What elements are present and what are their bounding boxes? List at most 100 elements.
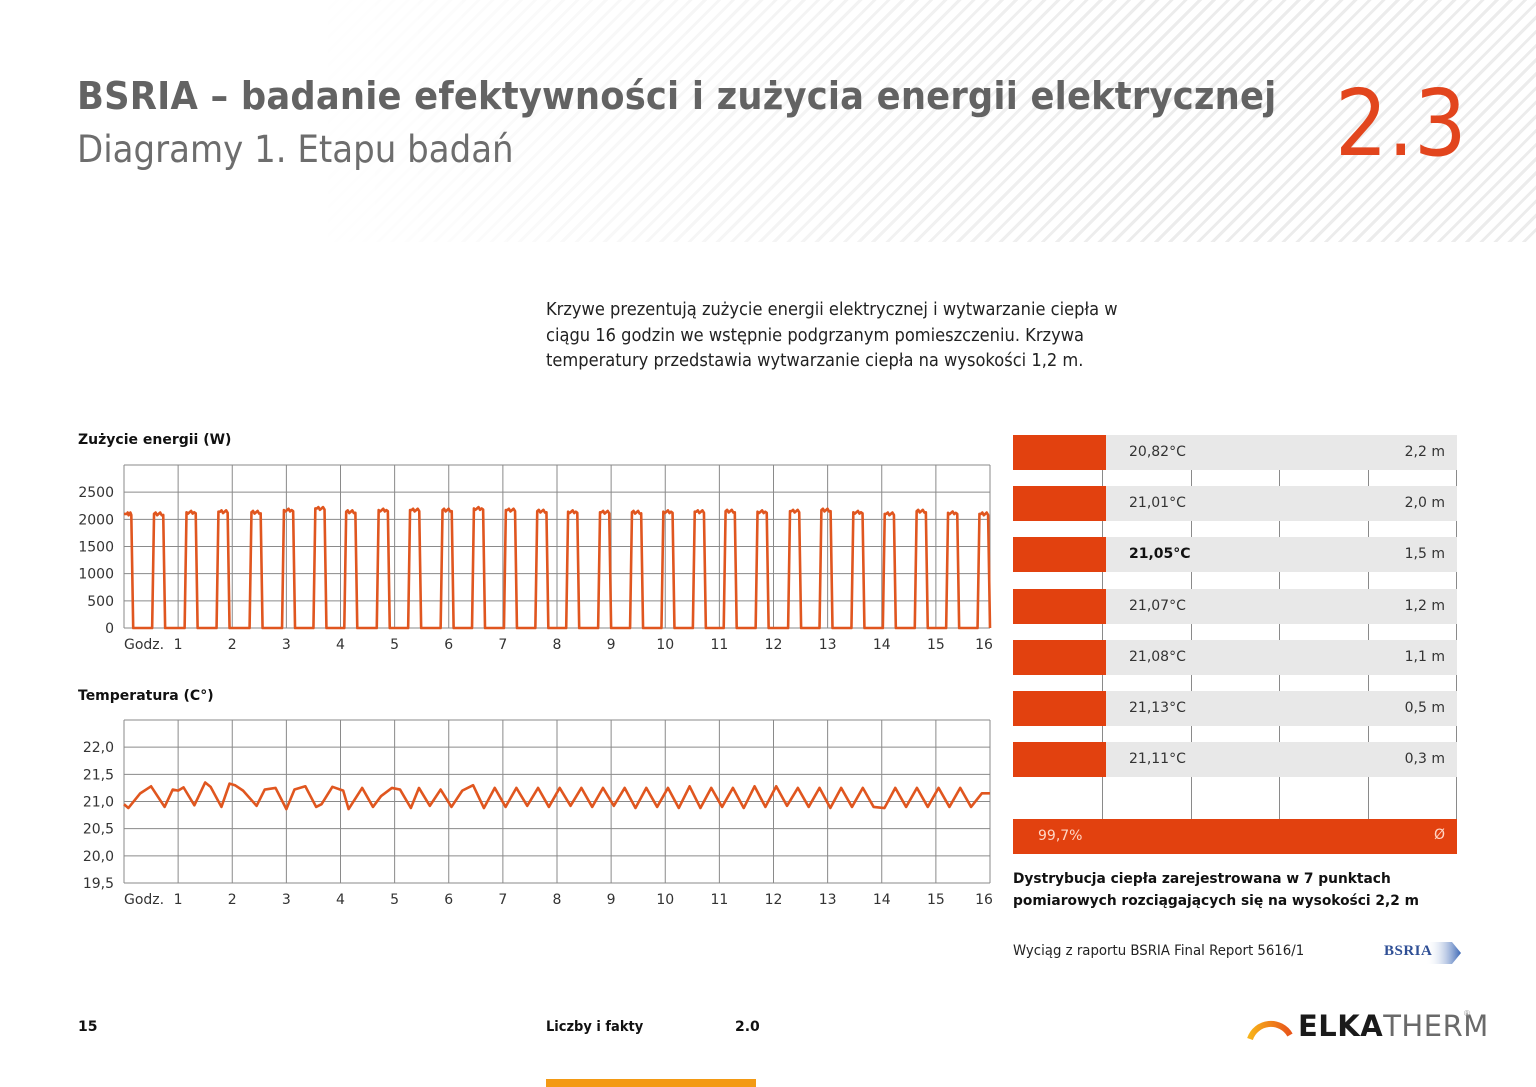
temperature-value: 21,08°C xyxy=(1129,648,1186,665)
footer-section-label: Liczby i fakty xyxy=(546,1019,644,1035)
height-value: 1,1 m xyxy=(1404,648,1445,665)
distribution-total-bar: 99,7% Ø xyxy=(1013,819,1457,854)
x-tick-label: 3 xyxy=(282,892,291,908)
x-tick-label: 8 xyxy=(553,637,562,653)
x-tick-label: 6 xyxy=(444,892,453,908)
brand-light: THERM xyxy=(1383,1009,1489,1043)
height-value: 1,2 m xyxy=(1404,597,1445,614)
x-tick-label: 11 xyxy=(710,892,728,908)
source-note: Wyciąg z raportu BSRIA Final Report 5616… xyxy=(1013,943,1305,959)
x-tick-label: 10 xyxy=(656,892,674,908)
x-tick-label: 1 xyxy=(174,637,183,653)
page-number: 15 xyxy=(78,1019,98,1035)
header-stripe-background xyxy=(0,0,1536,242)
y-tick-label: 0 xyxy=(105,621,114,637)
x-tick-label: 4 xyxy=(336,637,345,653)
x-tick-label: 13 xyxy=(819,637,837,653)
distribution-bar xyxy=(1013,588,1106,624)
temperature-value: 21,01°C xyxy=(1129,495,1186,512)
x-tick-label: 9 xyxy=(607,892,616,908)
y-tick-label: 1500 xyxy=(78,540,114,556)
height-value: 0,5 m xyxy=(1404,700,1445,716)
bsria-logo-text: BSRIA xyxy=(1384,943,1433,959)
x-tick-label: 8 xyxy=(553,892,562,908)
temperature-value: 21,11°C xyxy=(1129,751,1186,768)
x-tick-label: 10 xyxy=(656,637,674,653)
height-value: 2,2 m xyxy=(1404,444,1445,460)
distribution-bar xyxy=(1013,639,1106,675)
distribution-row: 21,07°C 1,2 m xyxy=(1013,588,1457,624)
section-number: 2.3 xyxy=(1335,70,1467,177)
distribution-bar xyxy=(1013,742,1106,778)
x-tick-label: 15 xyxy=(927,892,945,908)
y-tick-label: 2000 xyxy=(78,512,114,528)
x-tick-label: 16 xyxy=(975,637,993,653)
temperature-value: 21,05°C xyxy=(1129,546,1191,563)
distribution-bar xyxy=(1013,486,1106,522)
footer-section-tab[interactable] xyxy=(546,1079,756,1087)
x-tick-label: 11 xyxy=(710,637,728,653)
y-tick-label: 20,0 xyxy=(83,849,114,865)
x-tick-label: 16 xyxy=(975,892,993,908)
footer-section-number: 2.0 xyxy=(735,1019,760,1035)
distribution-row: 21,01°C 2,0 m xyxy=(1013,486,1457,522)
y-tick-label: 1000 xyxy=(78,567,114,583)
x-tick-label: 7 xyxy=(498,637,507,653)
average-symbol-icon: Ø xyxy=(1433,827,1445,843)
x-axis-prefix: Godz. xyxy=(124,892,164,908)
x-tick-label: 12 xyxy=(765,637,783,653)
distribution-bar xyxy=(1013,435,1106,470)
sun-arc-icon xyxy=(1247,1020,1293,1041)
x-tick-label: 14 xyxy=(873,637,891,653)
x-tick-label: 1 xyxy=(174,892,183,908)
distribution-row: 21,11°C 0,3 m xyxy=(1013,742,1457,778)
x-tick-label: 14 xyxy=(873,892,891,908)
distribution-row: 21,13°C 0,5 m xyxy=(1013,691,1457,726)
distribution-row: 21,08°C 1,1 m xyxy=(1013,639,1457,675)
height-value: 1,5 m xyxy=(1404,546,1445,563)
x-tick-label: 4 xyxy=(336,892,345,908)
heat-distribution-chart: 20,82°C 2,2 m 21,01°C 2,0 m 21,05°C 1,5 m 21,0… xyxy=(1013,435,1457,854)
y-tick-label: 21,5 xyxy=(83,767,114,783)
y-tick-label: 22,0 xyxy=(83,740,114,756)
temperature-value: 20,82°C xyxy=(1129,444,1186,460)
distribution-bar xyxy=(1013,691,1106,726)
temperature-chart-title: Temperatura (C°) xyxy=(78,688,214,704)
x-tick-label: 5 xyxy=(390,892,399,908)
energy-series-line xyxy=(124,505,992,630)
x-tick-label: 6 xyxy=(444,637,453,653)
elkatherm-logo: ELKATHERM ® xyxy=(1246,1005,1488,1045)
height-value: 0,3 m xyxy=(1404,751,1445,768)
distribution-bar xyxy=(1013,537,1106,573)
x-tick-label: 15 xyxy=(927,637,945,653)
y-tick-label: 19,5 xyxy=(83,876,114,892)
total-percentage: 99,7% xyxy=(1038,828,1083,844)
x-tick-label: 12 xyxy=(765,892,783,908)
brand-bold: ELKA xyxy=(1298,1009,1384,1043)
intro-paragraph: Krzywe prezentują zużycie energii elektr… xyxy=(546,300,1118,371)
page-subtitle: Diagramy 1. Etapu badań xyxy=(77,128,514,171)
x-tick-label: 13 xyxy=(819,892,837,908)
distribution-caption: Dystrybucja ciepła zarejestrowana w 7 pu… xyxy=(1013,871,1419,909)
temperature-value: 21,13°C xyxy=(1129,700,1186,716)
y-tick-label: 20,5 xyxy=(83,822,114,838)
registered-mark: ® xyxy=(1464,1009,1470,1018)
page-title: BSRIA – badanie efektywności i zużycia e… xyxy=(77,74,1277,118)
bsria-logo: BSRIA xyxy=(1382,941,1462,965)
height-value: 2,0 m xyxy=(1404,495,1445,512)
distribution-row: 20,82°C 2,2 m xyxy=(1013,435,1457,470)
y-tick-label: 2500 xyxy=(78,485,114,501)
temperature-series-line xyxy=(123,781,990,811)
x-tick-label: 3 xyxy=(282,637,291,653)
y-tick-label: 500 xyxy=(87,594,114,610)
x-tick-label: 5 xyxy=(390,637,399,653)
x-tick-label: 2 xyxy=(228,892,237,908)
energy-chart-title: Zużycie energii (W) xyxy=(78,432,232,448)
x-tick-label: 7 xyxy=(498,892,507,908)
x-tick-label: 2 xyxy=(228,637,237,653)
distribution-row: 21,05°C 1,5 m xyxy=(1013,537,1457,573)
x-tick-label: 9 xyxy=(607,637,616,653)
x-axis-prefix: Godz. xyxy=(124,637,164,653)
